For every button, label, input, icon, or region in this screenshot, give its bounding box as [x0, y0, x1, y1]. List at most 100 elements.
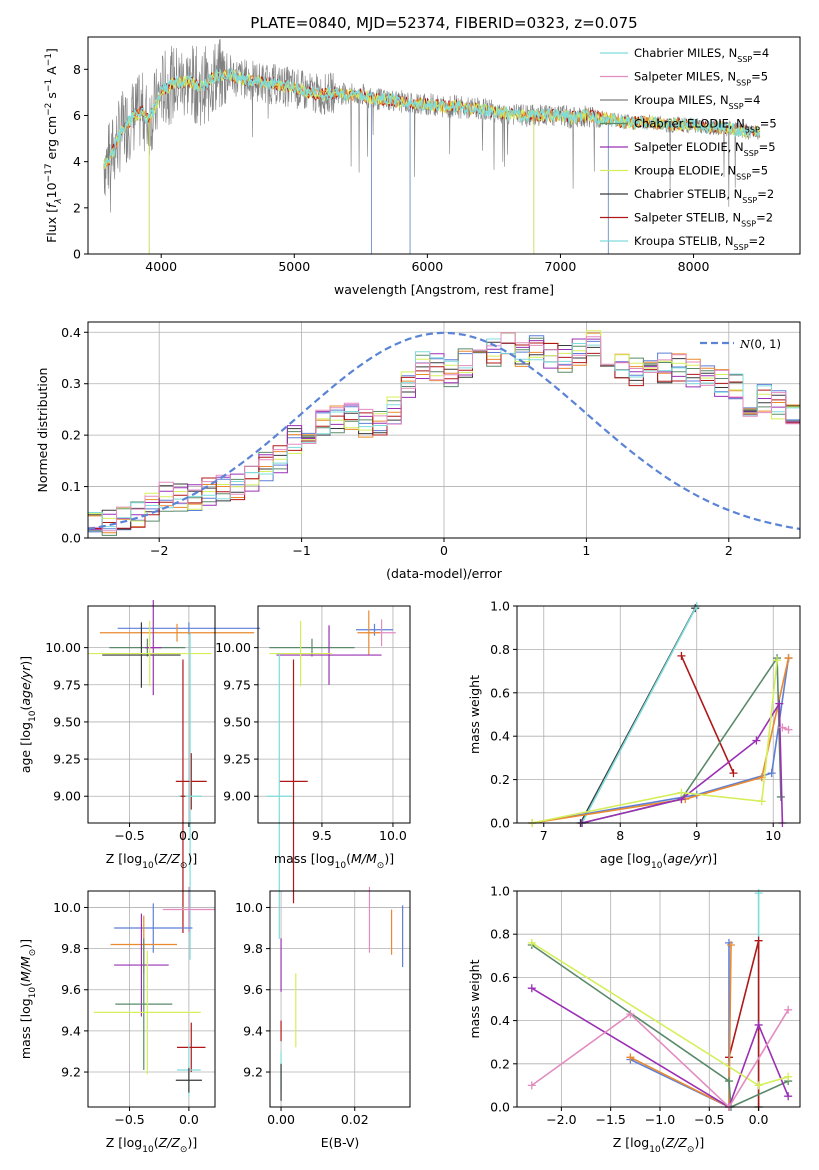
y-tick-label: 9.75 [223, 677, 251, 692]
y-tick-label: 8 [73, 62, 81, 77]
weight-point-marker [784, 725, 793, 734]
y-tick-label: 10.00 [45, 640, 81, 655]
y-tick-label: 9.8 [243, 941, 263, 956]
x-tick-label: 0.0 [749, 1112, 769, 1127]
y-tick-label: 9.4 [243, 1023, 263, 1038]
axes-frame [516, 890, 801, 1108]
x-axis-label: Z [log10(Z/Z⊙)] [106, 1135, 197, 1155]
y-tick-label: 9.6 [61, 982, 81, 997]
weight-point-marker [784, 1072, 793, 1081]
weight-point-marker [773, 656, 782, 665]
age-vs-mass-panel: 9.5 10.0 9.00 9.25 9.50 9.75 10.00 mass [log10(… [215, 605, 411, 939]
legend-label: Salpeter STELIB, NSSP=2 [634, 211, 773, 229]
y-tick-label: 9.00 [223, 789, 251, 804]
weight-point-marker [527, 938, 536, 947]
x-tick-label: −0.5 [114, 828, 144, 843]
x-tick-label: −0.5 [114, 1112, 144, 1127]
y-tick-label: 9.25 [223, 752, 251, 767]
y-tick-label: 0.0 [61, 531, 81, 546]
y-tick-label: 9.00 [53, 789, 81, 804]
y-axis-label: Normed distribution [35, 368, 50, 493]
x-tick-label: 0.00 [267, 1112, 295, 1127]
y-tick-label: 0.3 [61, 376, 81, 391]
weight-series-line [532, 657, 790, 824]
weight-point-marker [754, 1020, 763, 1029]
y-tick-label: 1.0 [490, 599, 510, 614]
y-tick-label: 0.0 [490, 1100, 510, 1115]
x-tick-label: −2.0 [546, 1112, 576, 1127]
histogram-series-line [88, 338, 800, 528]
y-tick-label: 1.0 [490, 884, 510, 899]
weight-point-marker [754, 936, 763, 945]
y-tick-label: 0 [73, 247, 81, 262]
legend-label: Chabrier ELODIE, NSSP=5 [634, 117, 777, 135]
axes-frame [516, 605, 801, 824]
x-tick-label: 10.0 [379, 828, 407, 843]
axes-frame [87, 890, 216, 1108]
x-axis-label: Z [log10(Z/Z⊙)] [613, 1135, 704, 1155]
weight-point-marker [754, 889, 763, 898]
x-tick-label: 0 [440, 543, 448, 558]
y-tick-label: 9.75 [53, 677, 81, 692]
x-tick-label: −1 [292, 543, 310, 558]
legend-label: Kroupa STELIB, NSSP=2 [634, 234, 765, 252]
model-spectrum-line [103, 69, 761, 169]
y-tick-label: 0.1 [61, 479, 81, 494]
x-tick-label: 5000 [278, 259, 310, 274]
weight-point-marker [527, 984, 536, 993]
y-tick-label: 0.4 [490, 729, 510, 744]
y-axis-label: mass [log10(M/M⊙)] [18, 939, 38, 1059]
x-tick-label: 1 [582, 543, 590, 558]
x-tick-label: 10 [765, 828, 781, 843]
weight-point-marker [626, 1010, 635, 1019]
y-tick-label: 9.50 [53, 714, 81, 729]
figure-title: PLATE=0840, MJD=52374, FIBERID=0323, z=0… [250, 14, 637, 32]
weight-point-marker [752, 736, 761, 745]
weight-point-marker [757, 797, 766, 806]
y-tick-label: 0.4 [61, 325, 81, 340]
legend-label: Kroupa ELODIE, NSSP=5 [634, 164, 768, 182]
x-axis-label: (data-model)/error [386, 566, 503, 581]
legend-label: Salpeter ELODIE, NSSP=5 [634, 140, 776, 158]
y-tick-label: 10.0 [53, 900, 81, 915]
axes-frame [87, 605, 216, 824]
x-tick-label: 0.02 [341, 1112, 369, 1127]
y-tick-label: 10.00 [215, 640, 251, 655]
y-tick-label: 9.6 [243, 982, 263, 997]
weight-point-marker [784, 1092, 793, 1101]
weight-vs-age-panel: 7 8 9 10 0.0 0.2 0.4 0.6 0.8 1.0 age [log10(age/yr… [467, 599, 801, 871]
weight-series-line [680, 655, 735, 774]
y-tick-label: 9.2 [243, 1065, 263, 1080]
weight-series-line [532, 660, 778, 824]
histogram-series-line [88, 332, 800, 532]
y-tick-label: 0.8 [490, 927, 510, 942]
y-tick-label: 9.2 [61, 1065, 81, 1080]
x-tick-label: 2 [725, 543, 733, 558]
legend-label: Kroupa MILES, NSSP=4 [634, 93, 760, 111]
weight-series-line [531, 987, 789, 1109]
x-tick-label: −1.5 [595, 1112, 625, 1127]
x-tick-label: 9 [693, 828, 701, 843]
x-tick-label: 7 [540, 828, 548, 843]
x-axis-label: age [log10(age/yr)] [600, 851, 717, 871]
weight-point-marker [626, 1053, 635, 1062]
y-tick-label: 0.8 [490, 642, 510, 657]
x-tick-label: 8 [616, 828, 624, 843]
weight-point-marker [527, 1081, 536, 1090]
y-tick-label: 0.6 [490, 685, 510, 700]
x-tick-label: 7000 [545, 259, 577, 274]
x-tick-label: −0.5 [694, 1112, 724, 1127]
weight-point-marker [726, 941, 735, 949]
weight-point-marker [767, 769, 776, 778]
weight-series-line [531, 1009, 789, 1109]
weight-point-marker [725, 1077, 734, 1086]
normal-distribution-curve [87, 331, 801, 531]
x-tick-label: 0.0 [179, 1112, 199, 1127]
y-tick-label: 0.2 [490, 1056, 510, 1071]
weight-point-marker [729, 769, 738, 778]
y-tick-label: 0.4 [490, 1013, 510, 1028]
y-tick-label: 9.8 [61, 941, 81, 956]
legend-label: N(0, 1) [739, 337, 781, 351]
x-axis-label: E(B-V) [321, 1135, 360, 1150]
